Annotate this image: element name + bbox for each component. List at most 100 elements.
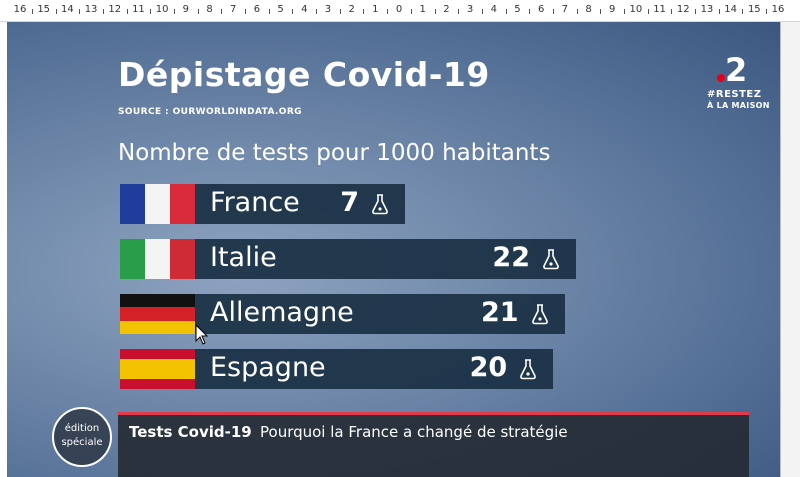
ruler-tick <box>221 9 223 14</box>
flag-stripe <box>120 239 145 279</box>
ruler-tick <box>197 9 199 14</box>
flask-icon <box>520 359 537 380</box>
broadcast-frame: Dépistage Covid-19 SOURCE : OURWORLDINDA… <box>7 22 781 477</box>
ruler-tick <box>647 9 649 14</box>
flag-stripe <box>120 307 195 321</box>
ruler-tick <box>126 9 128 14</box>
logo-dot-icon <box>717 74 725 82</box>
ticker-text: Pourquoi la France a changé de stratégie <box>260 423 568 441</box>
ruler-tick <box>529 9 531 14</box>
bar-france: France 7 <box>195 184 405 224</box>
ruler-tick <box>316 9 318 14</box>
bar-allemagne: Allemagne 21 <box>195 294 565 334</box>
ticker-accent-line <box>118 412 749 415</box>
ruler-label: 1 <box>372 4 379 15</box>
bar-italie: Italie 22 <box>195 239 576 279</box>
ruler-tick <box>173 9 175 14</box>
bar-value-label: 20 <box>469 352 508 383</box>
ruler-tick <box>339 9 341 14</box>
ruler-tick <box>505 9 507 14</box>
chart-subtitle: Nombre de tests pour 1000 habitants <box>118 140 551 166</box>
badge-line-1: édition <box>64 423 100 434</box>
ruler-label: 0 <box>395 4 403 15</box>
ruler-label: 15 <box>747 4 761 15</box>
flask-icon <box>543 249 559 270</box>
bar-chart: France 7 Italie 22 Allemagne 21 Espagne 20 <box>7 22 780 477</box>
ruler-label: 8 <box>206 4 213 15</box>
ruler-tick <box>102 9 104 14</box>
ruler-label: 14 <box>724 4 737 15</box>
ruler-label: 9 <box>609 4 616 15</box>
logo-number: 2 <box>725 51 748 89</box>
ruler-tick <box>742 9 744 14</box>
ruler-tick <box>624 9 626 14</box>
ruler-label: 7 <box>230 4 237 15</box>
ruler-tick <box>600 9 602 14</box>
ruler-tick <box>410 9 412 14</box>
ruler-label: 4 <box>490 4 497 15</box>
ruler-tick <box>363 9 365 14</box>
flag-stripe <box>120 359 195 379</box>
ruler-label: 10 <box>629 4 643 15</box>
ruler-label: 3 <box>466 4 474 15</box>
flag-stripe <box>120 294 195 308</box>
ruler-label: 9 <box>182 4 189 15</box>
ruler-label: 15 <box>37 4 51 15</box>
ruler-tick <box>552 9 554 14</box>
ruler-label: 2 <box>443 4 450 15</box>
ruler-tick <box>79 9 81 14</box>
ruler-tick <box>766 9 768 14</box>
ruler-tick <box>150 9 152 14</box>
ruler-tick <box>718 9 720 14</box>
ruler-label: 4 <box>301 4 308 15</box>
mouse-cursor-icon <box>195 324 209 345</box>
news-ticker: Tests Covid-19 Pourquoi la France a chan… <box>118 415 749 477</box>
ruler-label: 16 <box>771 4 785 15</box>
ruler-tick <box>387 9 389 14</box>
ruler-label: 13 <box>84 4 98 15</box>
flag-germany-icon <box>120 294 195 334</box>
flag-stripe <box>120 379 195 389</box>
bar-value-label: 7 <box>340 187 359 218</box>
bar-category-label: Espagne <box>210 352 326 383</box>
ruler-tick <box>55 9 57 14</box>
ruler-label: 10 <box>155 4 169 15</box>
flag-spain-icon <box>120 349 195 389</box>
ruler-label: 5 <box>514 4 521 15</box>
ruler-label: 11 <box>132 4 145 15</box>
flask-icon <box>372 194 388 215</box>
ruler-tick <box>671 9 673 14</box>
ruler-label: 11 <box>653 4 666 15</box>
ruler-label: 13 <box>700 4 714 15</box>
ruler-label: 6 <box>537 4 545 15</box>
frame-margin <box>781 22 800 477</box>
ruler-label: 12 <box>108 4 122 15</box>
ruler-label: 7 <box>561 4 568 15</box>
source-line: SOURCE : OURWORLDINDATA.ORG <box>118 107 302 117</box>
ruler-label: 16 <box>13 4 27 15</box>
ruler-label: 14 <box>61 4 74 15</box>
logo-tagline-1: #RESTEZ <box>707 89 762 100</box>
bar-category-label: France <box>210 187 300 218</box>
ticker-title: Tests Covid-19 <box>129 423 252 441</box>
flag-france-icon <box>120 184 195 224</box>
bar-value-label: 22 <box>492 242 530 273</box>
flag-stripe <box>170 239 195 279</box>
badge-line-2: spéciale <box>61 437 103 448</box>
flag-stripe <box>120 320 195 334</box>
bar-value-label: 21 <box>481 297 519 328</box>
logo-tagline-2: À LA MAISON <box>707 101 770 110</box>
ruler: 16 15 14 13 12 11 10 9 8 7 6 5 4 3 2 1 0 1 2 3 4 5 6 7 8 9 10 11 12 1… <box>0 0 800 22</box>
flag-italy-icon <box>120 239 195 279</box>
flag-stripe <box>145 239 170 279</box>
ruler-tick <box>695 9 697 14</box>
ruler-label: 12 <box>676 4 690 15</box>
ruler-label: 2 <box>348 4 355 15</box>
ruler-label: 1 <box>419 4 426 15</box>
ruler-label: 5 <box>277 4 284 15</box>
ruler-tick <box>458 9 460 14</box>
flag-stripe <box>145 184 170 224</box>
flask-icon <box>531 304 548 325</box>
ruler-label: 6 <box>253 4 261 15</box>
ruler-tick <box>576 9 578 14</box>
